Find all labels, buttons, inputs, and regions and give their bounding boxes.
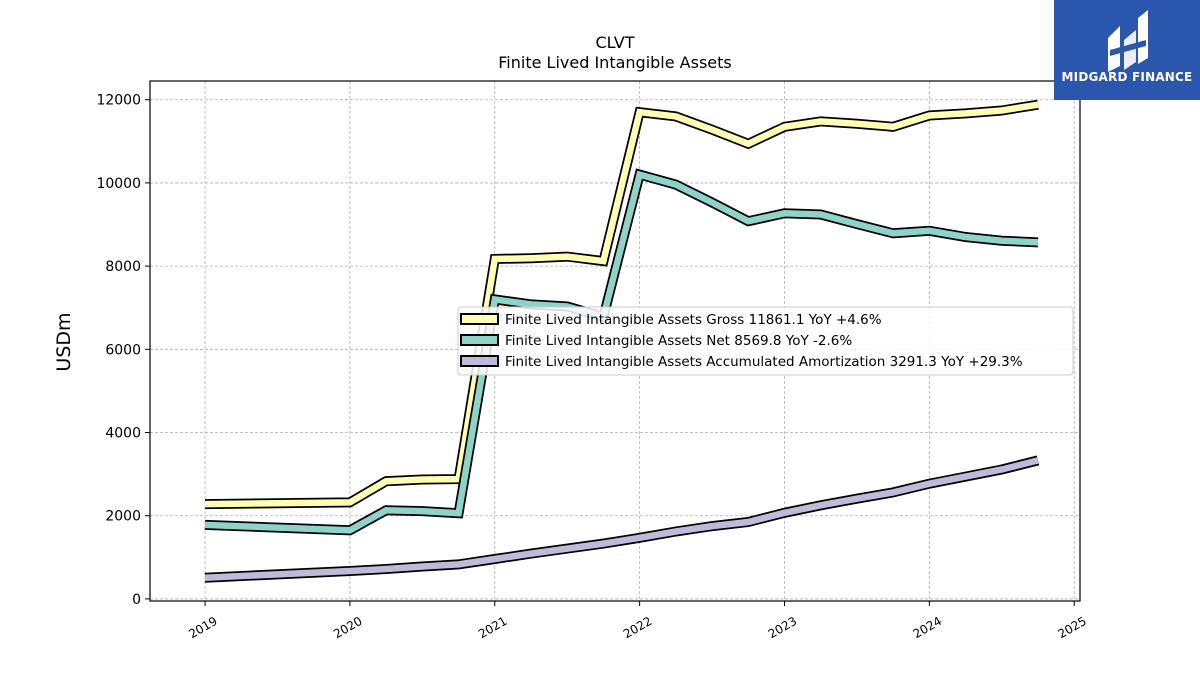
y-axis: 0 2000 4000 6000 8000 10000 12000 xyxy=(96,93,150,608)
x-tick-label: 2023 xyxy=(766,614,799,641)
y-tick-label: 4000 xyxy=(105,426,141,442)
series-1-outline xyxy=(204,99,1039,510)
logo-text: MIDGARD FINANCE xyxy=(1062,70,1193,84)
series-1-line xyxy=(204,99,1039,510)
y-tick-label: 2000 xyxy=(105,509,141,525)
y-tick-label: 0 xyxy=(132,592,141,608)
y-tick-label: 8000 xyxy=(105,259,141,275)
legend-label-2: Finite Lived Intangible Assets Net 8569.… xyxy=(505,333,852,349)
x-tick-label: 2022 xyxy=(621,614,654,641)
y-tick-label: 10000 xyxy=(96,176,141,192)
series-3-line xyxy=(204,455,1040,583)
legend-label-1: Finite Lived Intangible Assets Gross 118… xyxy=(505,312,882,328)
y-tick-label: 6000 xyxy=(105,342,141,358)
x-tick-label: 2021 xyxy=(476,614,509,641)
legend-swatch-3 xyxy=(460,355,499,367)
x-tick-label: 2024 xyxy=(911,614,944,641)
series-2-stroke xyxy=(204,170,1039,534)
series-3-stroke xyxy=(204,457,1039,581)
midgard-finance-logo: MIDGARD FINANCE xyxy=(1054,0,1200,100)
legend-swatch-2 xyxy=(460,334,499,346)
legend-entry-2: Finite Lived Intangible Assets Net 8569.… xyxy=(460,333,852,349)
chart-title: CLVT xyxy=(595,33,634,52)
series-group xyxy=(204,99,1040,583)
series-3-outline xyxy=(204,455,1040,583)
y-tick-label: 12000 xyxy=(96,93,141,109)
legend-entry-3: Finite Lived Intangible Assets Accumulat… xyxy=(460,354,1023,370)
x-tick-label: 2025 xyxy=(1055,614,1088,641)
legend: Finite Lived Intangible Assets Gross 118… xyxy=(457,306,1074,376)
y-axis-label: USDm xyxy=(53,312,75,371)
legend-entry-1: Finite Lived Intangible Assets Gross 118… xyxy=(460,312,882,328)
x-axis: 2019 2020 2021 2022 2023 2024 2025 xyxy=(186,601,1089,641)
chart-subtitle: Finite Lived Intangible Assets xyxy=(498,53,731,72)
x-tick-label: 2020 xyxy=(331,614,364,641)
series-2-line xyxy=(204,168,1039,536)
x-tick-label: 2019 xyxy=(186,614,219,641)
legend-box xyxy=(457,306,1074,376)
legend-label-3: Finite Lived Intangible Assets Accumulat… xyxy=(505,354,1023,370)
logo-mark-icon xyxy=(1108,10,1148,72)
series-1-stroke xyxy=(204,101,1039,508)
legend-swatch-1 xyxy=(460,313,499,325)
plot-frame xyxy=(149,80,1081,602)
